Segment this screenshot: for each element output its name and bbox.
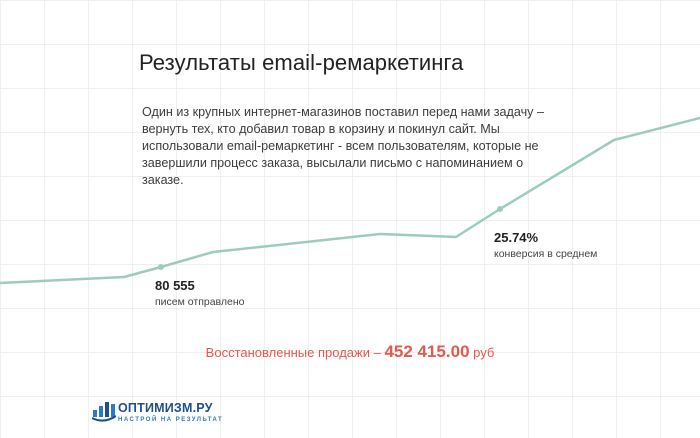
sales-currency: руб — [469, 345, 495, 360]
stat-conversion-value: 25.74% — [494, 230, 539, 245]
page-title: Результаты email-ремаркетинга — [139, 50, 464, 75]
sales-label: Восстановленные продажи – — [205, 345, 385, 360]
stat-conversion: 25.74% конверсия в среднем — [494, 230, 597, 260]
marker-conversion — [497, 206, 503, 212]
marker-sent — [158, 264, 164, 270]
stat-sent-value: 80 555 — [155, 278, 195, 293]
logo-name: ОПТИМИЗМ.РУ — [118, 401, 213, 415]
description-text: Один из крупных интернет-магазинов поста… — [142, 105, 544, 187]
logo-tagline: НАСТРОЙ НА РЕЗУЛЬТАТ — [118, 417, 224, 423]
stat-conversion-caption: конверсия в среднем — [494, 248, 598, 260]
sales-amount: 452 415.00 — [384, 342, 470, 361]
growth-curve — [0, 116, 700, 285]
stat-sent: 80 555 писем отправлено — [155, 278, 245, 308]
recovered-sales: Восстановленные продажи – 452 415.00 руб — [0, 342, 700, 362]
stat-sent-caption: писем отправлено — [155, 296, 245, 308]
bar-chart-logo-icon — [92, 402, 116, 422]
